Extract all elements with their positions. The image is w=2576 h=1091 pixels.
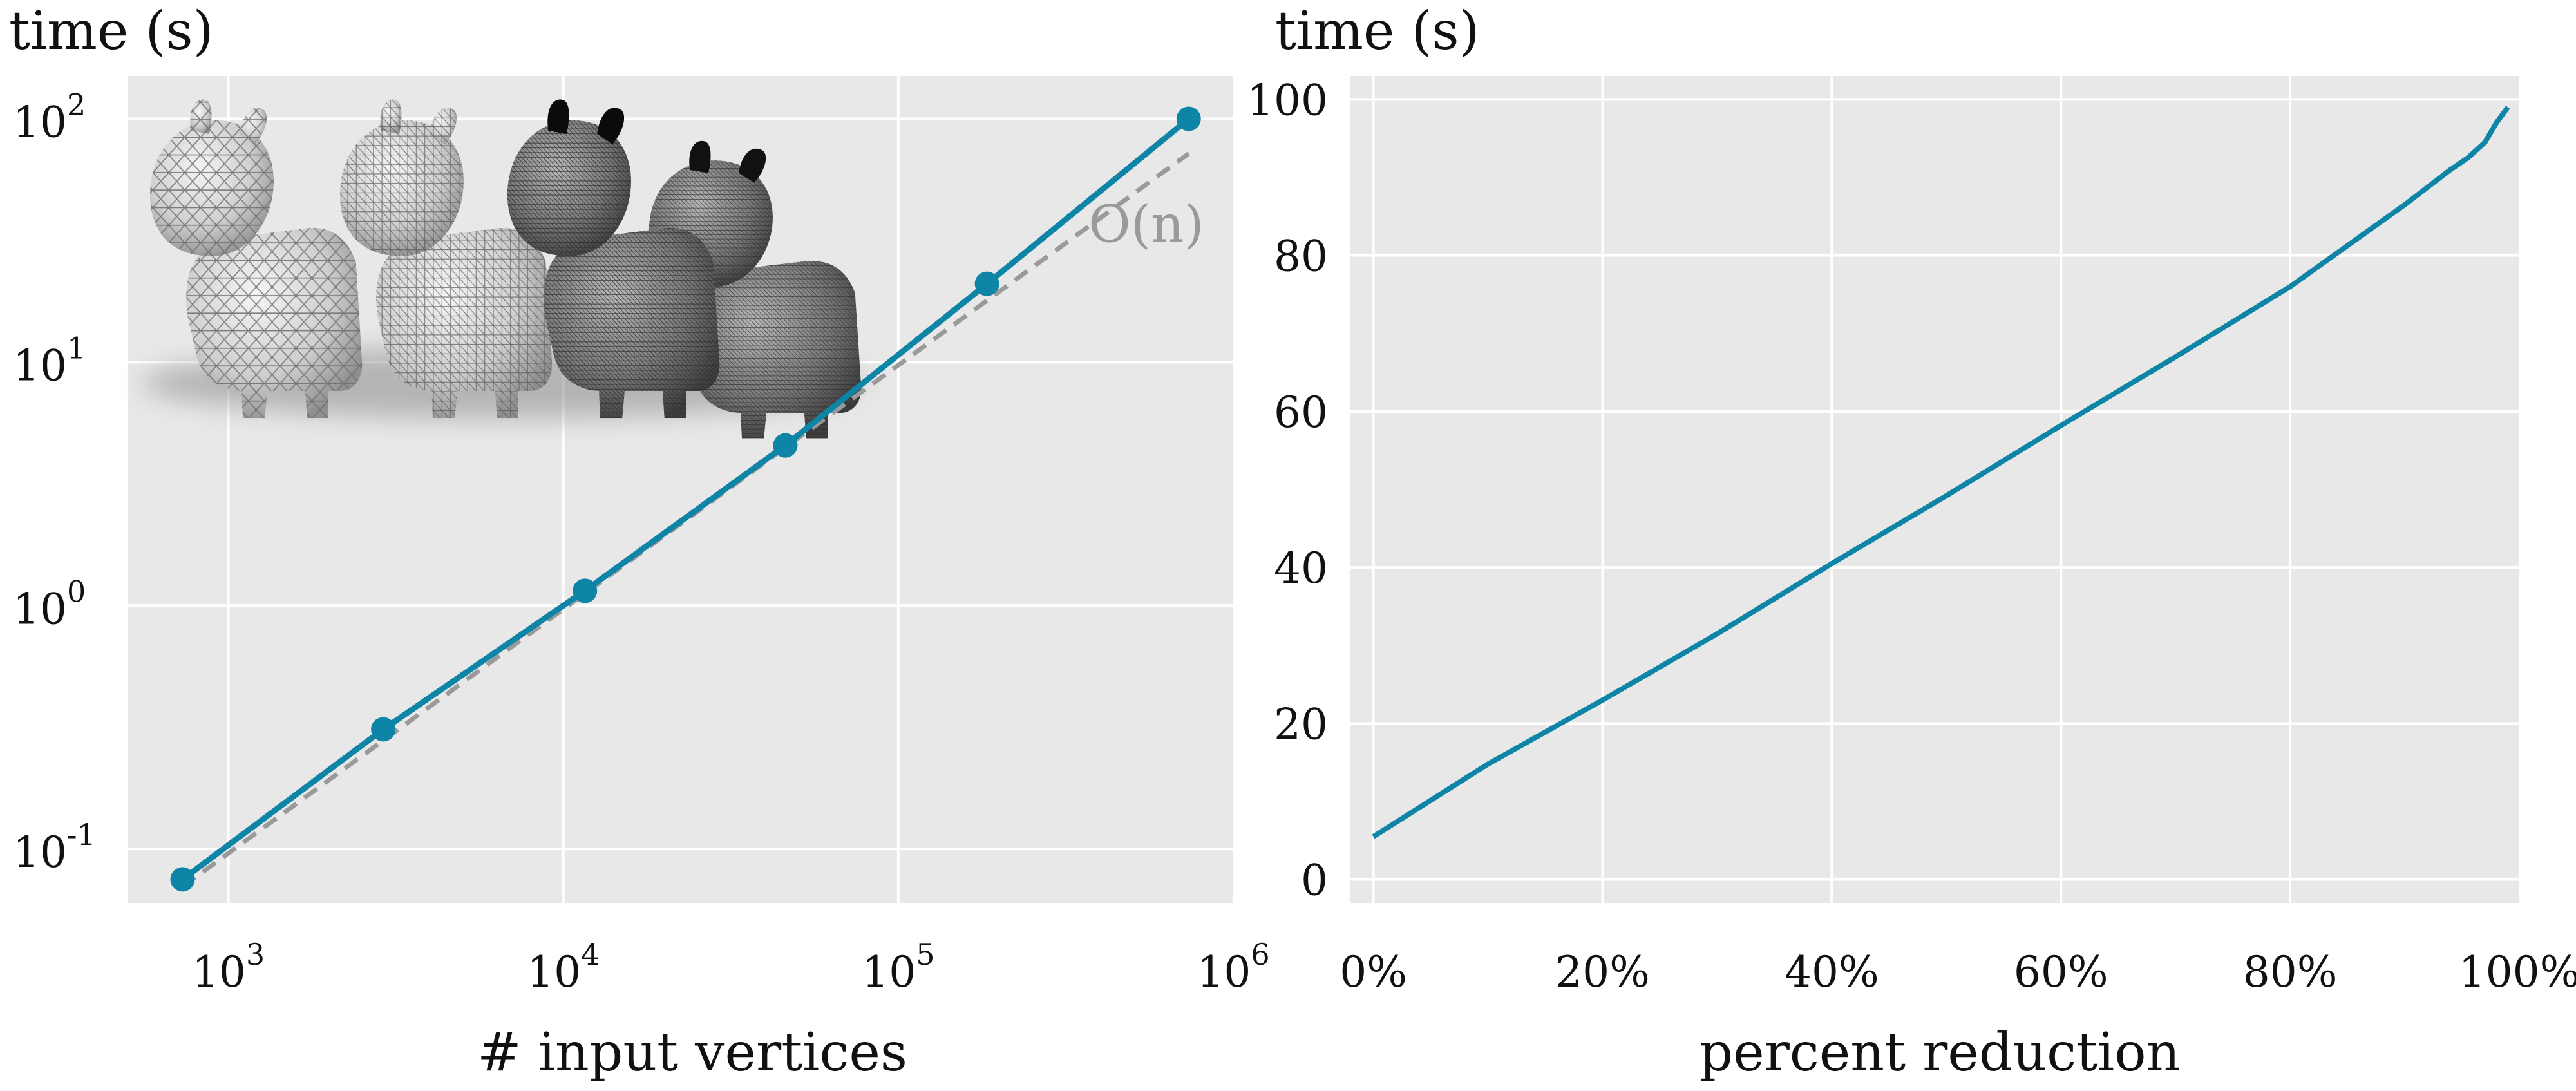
right-plot-area [1350, 76, 2519, 903]
right-x-tick-label: 20% [1555, 947, 1650, 997]
right-y-tick-label: 100 [1247, 75, 1328, 125]
left-y-tick-label: 10-1 [13, 817, 96, 877]
left-y-axis-label: time (s) [9, 1, 214, 62]
y-tick-base: 10 [13, 828, 67, 877]
y-tick-base: 10 [13, 341, 67, 390]
x-tick-base: 10 [1197, 947, 1251, 997]
right-y-tick-label: 20 [1274, 699, 1328, 749]
timing-point [170, 867, 195, 892]
y-tick-exponent: 1 [67, 330, 86, 365]
x-tick-exponent: 6 [1251, 937, 1269, 972]
x-tick-exponent: 5 [916, 937, 934, 972]
y-tick-exponent: 2 [67, 88, 86, 122]
y-tick-base: 10 [13, 98, 67, 147]
x-tick-base: 10 [192, 947, 246, 997]
right-y-tick-label: 80 [1274, 232, 1328, 281]
big-o-annotation: O(n) [1088, 194, 1204, 254]
right-y-axis-label: time (s) [1275, 1, 1480, 62]
y-tick-exponent: -1 [67, 817, 96, 852]
left-x-tick-label: 105 [862, 937, 934, 997]
timing-point [371, 717, 396, 742]
y-tick-base: 10 [13, 584, 67, 634]
right-x-tick-label: 80% [2243, 947, 2338, 997]
x-tick-exponent: 4 [581, 937, 600, 972]
right-y-tick-label: 60 [1274, 388, 1328, 437]
right-x-tick-label: 60% [2014, 947, 2108, 997]
left-x-tick-label: 106 [1197, 937, 1269, 997]
right-gridlines [1350, 76, 2519, 903]
reduction-time-line [1372, 106, 2510, 839]
reference-line-o-n [181, 151, 1190, 889]
left-x-tick-label: 103 [192, 937, 265, 997]
right-y-tick-label: 40 [1274, 544, 1328, 593]
left-series-layer [170, 106, 1201, 892]
x-tick-base: 10 [527, 947, 581, 997]
right-x-axis-label: percent reduction [1700, 1022, 2181, 1083]
right-x-tick-label: 40% [1785, 947, 1879, 997]
x-tick-exponent: 3 [246, 937, 265, 972]
right-tick-labels: 0% 20% 40% 60% 80% 100% 0 20 40 60 80 100 [1247, 75, 2576, 997]
right-x-tick-label: 0% [1340, 947, 1407, 997]
timing-point [1176, 106, 1201, 131]
left-y-tick-label: 100 [13, 574, 86, 634]
x-tick-base: 10 [862, 947, 916, 997]
cow-mesh-inset-image [142, 99, 863, 439]
left-x-axis-label: # input vertices [477, 1022, 907, 1083]
right-y-tick-label: 0 [1301, 856, 1328, 906]
timing-point [573, 578, 598, 603]
y-tick-exponent: 0 [67, 574, 86, 609]
left-y-tick-label: 101 [13, 330, 86, 390]
timing-point [773, 433, 798, 458]
right-x-tick-label: 100% [2459, 947, 2576, 997]
timing-line [180, 117, 1191, 882]
left-y-tick-label: 102 [13, 88, 86, 147]
timing-point [974, 271, 999, 296]
right-series-layer [1372, 106, 2510, 839]
left-x-tick-label: 104 [527, 937, 600, 997]
